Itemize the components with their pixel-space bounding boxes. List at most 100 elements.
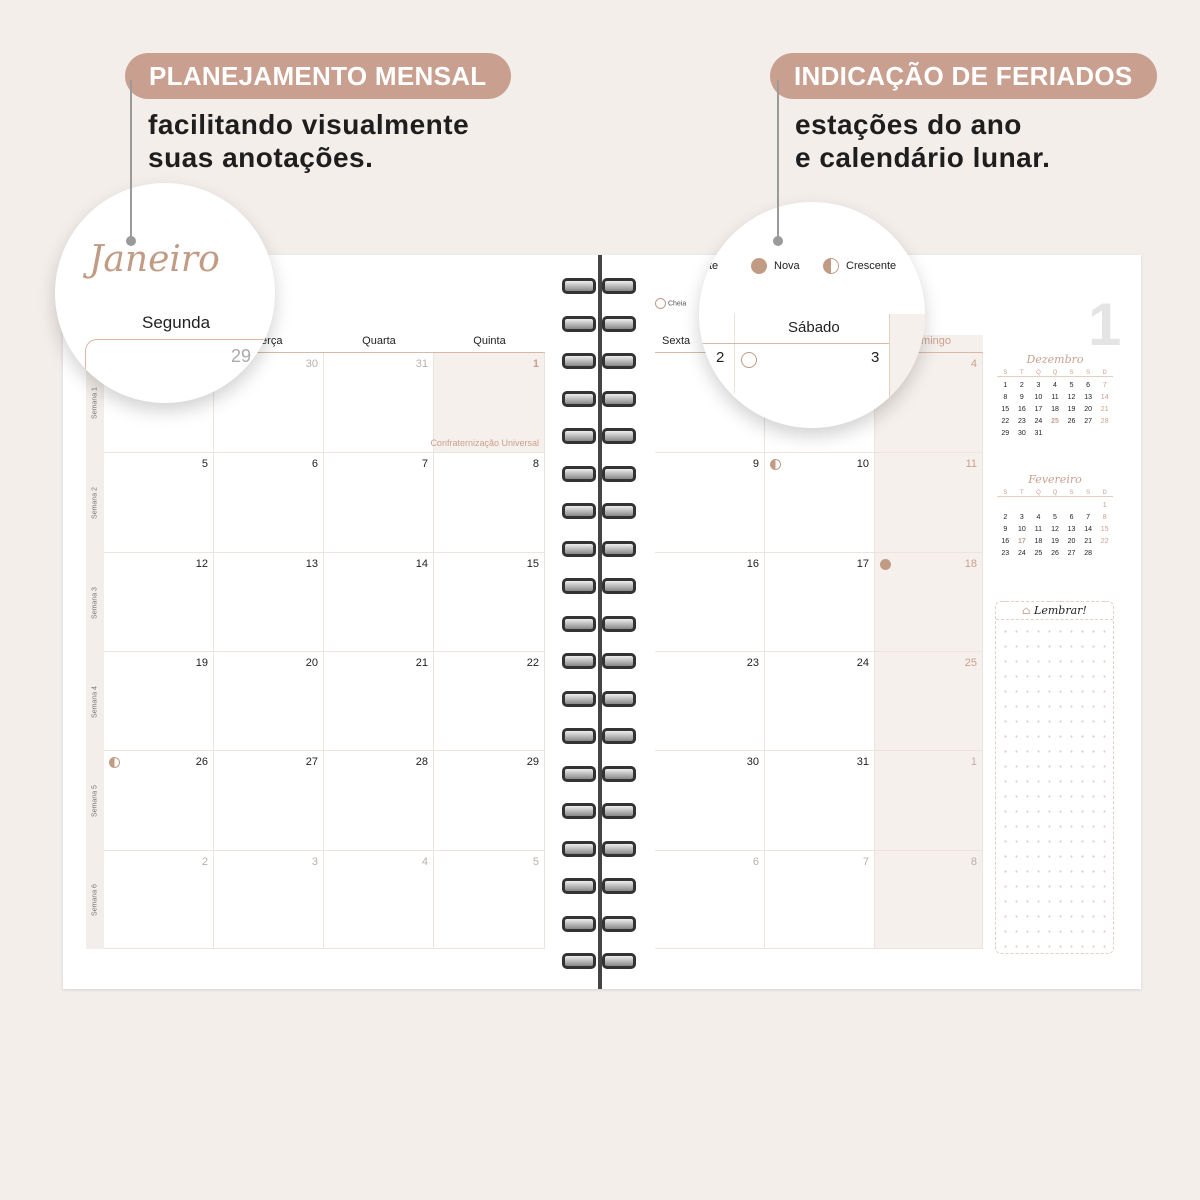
- mini-weekday: S: [1079, 370, 1097, 377]
- day-cell[interactable]: 27: [214, 751, 324, 851]
- mini-day: 3: [1036, 382, 1041, 389]
- day-cell[interactable]: 30: [655, 751, 765, 851]
- day-cell[interactable]: 20: [214, 652, 324, 751]
- day-cell[interactable]: 29: [434, 751, 545, 851]
- day-number: 8: [532, 458, 539, 470]
- mini-calendar-fevereiro: Fevereiro S T Q Q S S D 1 2 3 4 5 6 7 8 9 10 11 12 13 14 15 16 1…: [997, 473, 1113, 557]
- day-cell[interactable]: 24: [765, 652, 875, 751]
- day-cell[interactable]: 22: [434, 652, 545, 751]
- day-cell[interactable]: 28: [324, 751, 434, 851]
- day-cell[interactable]: 8: [434, 453, 545, 553]
- mini-calendar-title: Dezembro: [1026, 353, 1084, 366]
- legend-label: Nova: [774, 260, 800, 272]
- subtitle-line: estações do ano: [795, 109, 1022, 140]
- mini-weekday: T: [1013, 490, 1031, 497]
- mini-calendar-dezembro: Dezembro S T Q Q S S D 1 2 3 4 5 6 7 8 9 10 11 12 13 14 15 16 17…: [997, 353, 1113, 437]
- day-cell[interactable]: 5: [104, 453, 214, 553]
- day-cell[interactable]: 14: [324, 553, 434, 652]
- day-cell[interactable]: 2: [104, 851, 214, 949]
- day-cell[interactable]: 3: [214, 851, 324, 949]
- day-number: 31: [415, 358, 428, 370]
- day-cell[interactable]: 31: [324, 353, 434, 453]
- day-cell[interactable]: 15: [434, 553, 545, 652]
- spiral-loop: [562, 728, 596, 744]
- spiral-ring: [562, 615, 636, 632]
- mini-day: 24: [1034, 418, 1043, 425]
- mini-day: 12: [1051, 526, 1059, 533]
- day-number: 29: [526, 756, 539, 768]
- spiral-loop: [602, 690, 636, 707]
- week-label: Semana 3: [86, 553, 104, 652]
- day-cell[interactable]: 26: [104, 751, 214, 851]
- day-cell[interactable]: 6: [655, 851, 765, 949]
- day-cell[interactable]: 31: [765, 751, 875, 851]
- day-cell[interactable]: 10: [765, 453, 875, 553]
- day-cell[interactable]: 1 Confraternização Universal: [430, 353, 545, 453]
- mini-day: 23: [1001, 550, 1010, 557]
- day-cell[interactable]: 8: [875, 851, 983, 949]
- mini-day: 26: [1051, 550, 1059, 557]
- mini-day: 31: [1034, 430, 1043, 437]
- day-number: 1: [970, 756, 977, 768]
- day-cell[interactable]: 5: [434, 851, 545, 949]
- mini-day: 25: [1034, 550, 1043, 557]
- mini-day: 28: [1084, 550, 1093, 557]
- day-cell[interactable]: 11: [875, 453, 983, 553]
- mini-empty: [1047, 502, 1064, 509]
- spiral-ring: [562, 765, 636, 782]
- mini-weekday: Q: [1046, 370, 1064, 377]
- day-number-zoom: 29: [231, 346, 252, 366]
- spiral-loop: [602, 578, 636, 594]
- day-number: 26: [195, 756, 208, 768]
- callout-leader-line: [777, 80, 779, 240]
- mini-weekday: D: [1096, 490, 1113, 497]
- callout-leader-dot: [126, 236, 136, 246]
- spiral-loop: [602, 653, 636, 669]
- mini-day: 21: [1100, 406, 1109, 413]
- week-label-text: Semana 6: [91, 884, 99, 916]
- day-cell[interactable]: 30: [214, 353, 324, 453]
- day-cell[interactable]: 9: [655, 453, 765, 553]
- callout-subtitle-holidays: estações do ano e calendário lunar.: [795, 108, 1050, 174]
- day-cell[interactable]: 21: [324, 652, 434, 751]
- day-cell[interactable]: 19: [104, 652, 214, 751]
- mini-day: 23: [1017, 418, 1026, 425]
- day-number: 19: [195, 657, 208, 669]
- day-cell[interactable]: 16: [655, 553, 765, 652]
- day-number: 6: [311, 458, 318, 470]
- day-cell[interactable]: 7: [765, 851, 875, 949]
- day-cell[interactable]: 13: [214, 553, 324, 652]
- day-cell[interactable]: 18: [875, 553, 983, 652]
- day-cell[interactable]: 23: [655, 652, 765, 751]
- new-moon-icon: [751, 258, 767, 274]
- day-number: 27: [305, 756, 318, 768]
- spiral-loop: [562, 953, 596, 969]
- mini-calendar-title: Fevereiro: [1028, 473, 1082, 486]
- spiral-loop: [602, 915, 636, 932]
- day-cell[interactable]: 25: [875, 652, 983, 751]
- reminder-box[interactable]: ⌂ Lembrar!: [995, 601, 1114, 954]
- mini-day: 2: [1003, 514, 1008, 521]
- day-cell[interactable]: 6: [214, 453, 324, 553]
- spiral-loop: [562, 315, 596, 332]
- legend-label: Crescente: [846, 260, 897, 272]
- mini-weekday: S: [1063, 490, 1080, 497]
- day-number: 17: [856, 558, 869, 570]
- day-cell[interactable]: 12: [104, 553, 214, 652]
- weekday-header-zoom: Segunda: [142, 313, 211, 332]
- day-cell[interactable]: 4: [324, 851, 434, 949]
- mini-day: 10: [1017, 526, 1026, 533]
- day-cell[interactable]: 1: [875, 751, 983, 851]
- mini-day: 11: [1051, 394, 1059, 401]
- day-cell[interactable]: 7: [324, 453, 434, 553]
- day-cell[interactable]: 17: [765, 553, 875, 652]
- day-number: 10: [856, 458, 869, 470]
- spiral-loop: [562, 915, 596, 932]
- week-label-text: Semana 3: [91, 586, 99, 619]
- moon-legend-cheia: Cheia: [655, 298, 686, 309]
- day-number-zoom: 2: [716, 349, 725, 366]
- spiral-ring: [562, 953, 636, 969]
- full-moon-icon: [655, 298, 666, 309]
- mini-weekday: D: [1096, 370, 1113, 377]
- crescent-moon-icon: [823, 258, 839, 274]
